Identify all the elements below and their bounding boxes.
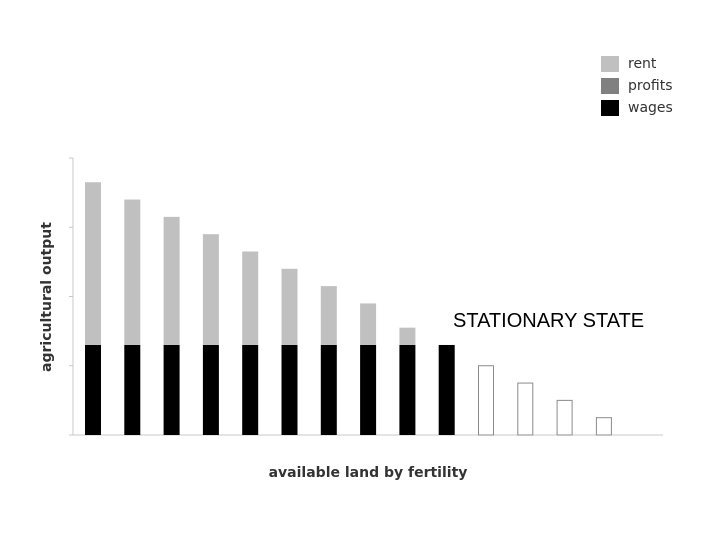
bar-rent — [124, 199, 141, 345]
bar-submarginal-outline — [517, 382, 534, 436]
bar-rent — [85, 182, 101, 345]
bar-wages — [281, 344, 298, 435]
bar-wages — [202, 344, 219, 435]
bar-wages — [438, 344, 455, 435]
legend-swatch-rent — [601, 56, 619, 72]
legend-swatch-wages — [601, 100, 619, 116]
legend: rent profits wages — [601, 53, 673, 119]
bar-rent — [320, 286, 337, 345]
legend-item-rent: rent — [601, 53, 673, 75]
bar-wages — [399, 344, 416, 435]
bar-wages — [163, 344, 180, 435]
bar-rent — [202, 234, 219, 345]
bars — [85, 182, 612, 436]
legend-label-profits: profits — [628, 78, 673, 94]
legend-label-rent: rent — [628, 56, 657, 72]
bar-rent — [399, 327, 416, 345]
bar-rent — [242, 251, 259, 345]
legend-swatch-profits — [601, 78, 619, 94]
legend-item-profits: profits — [601, 75, 673, 97]
bar-submarginal-outline — [556, 399, 573, 436]
bar-submarginal-outline — [595, 417, 612, 436]
x-axis-label: available land by fertility — [268, 465, 468, 481]
bar-wages — [320, 344, 337, 435]
bar-rent — [360, 303, 377, 345]
bar-wages — [85, 344, 101, 435]
bar-wages — [124, 344, 141, 435]
legend-label-wages: wages — [628, 100, 673, 116]
bar-submarginal-outline — [478, 365, 494, 436]
bar-wages — [360, 344, 377, 435]
bar-wages — [242, 344, 259, 435]
stationary-state-annotation: STATIONARY STATE — [453, 310, 645, 332]
bar-rent — [163, 216, 180, 345]
bar-rent — [281, 268, 298, 345]
y-axis-label: agricultural output — [39, 222, 55, 372]
legend-item-wages: wages — [601, 97, 673, 119]
